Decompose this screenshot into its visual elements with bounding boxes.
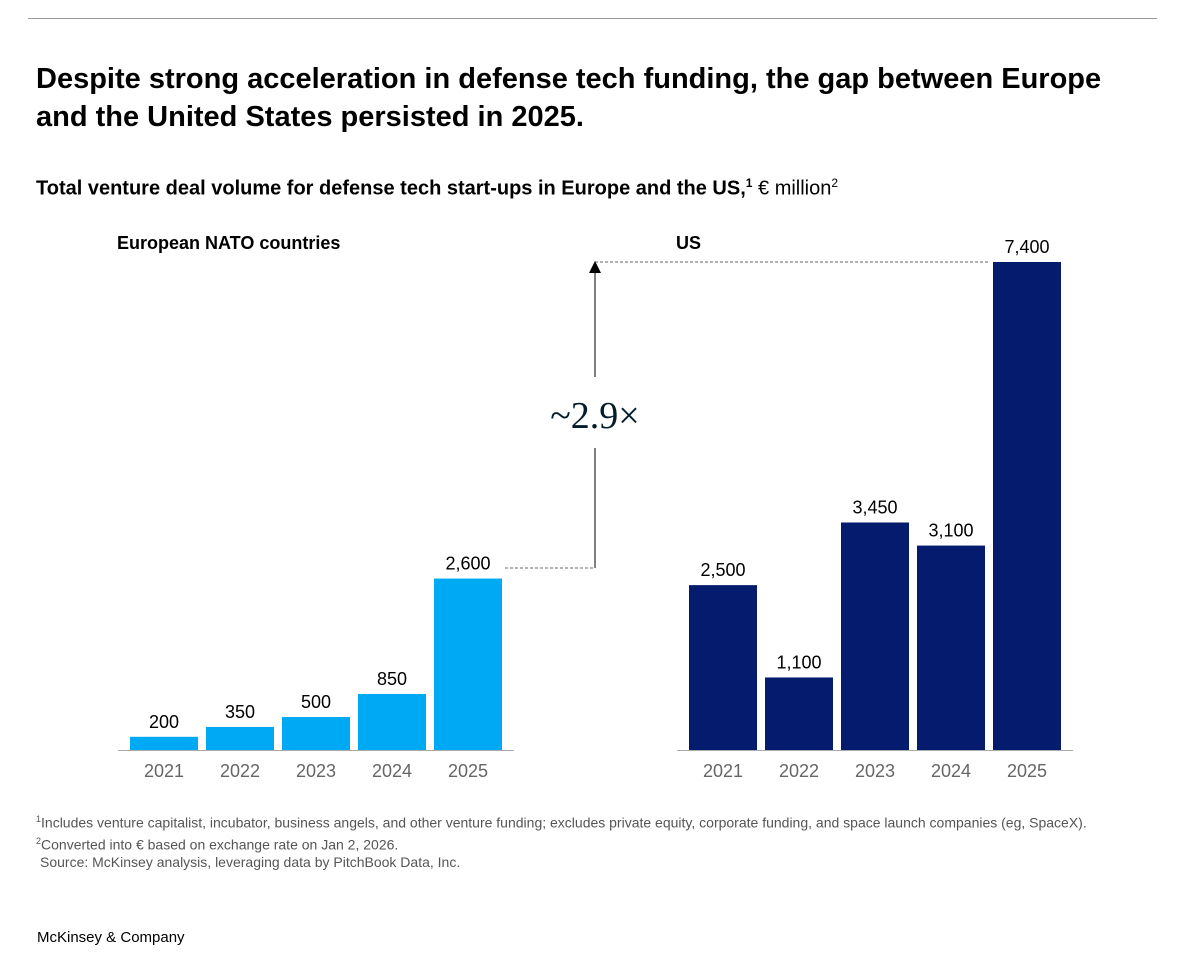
data-label: 7,400 bbox=[1004, 237, 1049, 257]
data-label: 2,500 bbox=[700, 560, 745, 580]
x-tick-label: 2021 bbox=[144, 761, 184, 781]
x-tick-label: 2022 bbox=[220, 761, 260, 781]
footnote2: Converted into € based on exchange rate … bbox=[41, 836, 399, 853]
top-rule bbox=[28, 18, 1157, 19]
bar-2023 bbox=[282, 717, 350, 750]
footnote1-marker: 1 bbox=[36, 814, 42, 824]
x-tick-label: 2024 bbox=[931, 761, 971, 781]
panel-title-europe: European NATO countries bbox=[117, 233, 340, 253]
arrow-head-icon bbox=[589, 261, 601, 273]
x-tick-label: 2023 bbox=[855, 761, 895, 781]
source-note: Source: McKinsey analysis, leveraging da… bbox=[40, 854, 461, 871]
bar-2024 bbox=[917, 545, 985, 750]
x-tick-label: 2023 bbox=[296, 761, 336, 781]
data-label: 1,100 bbox=[776, 652, 821, 672]
bar-2021 bbox=[130, 736, 198, 750]
subtitle-unit: € million bbox=[752, 177, 832, 200]
ratio-annotation: ~2.9× bbox=[550, 395, 640, 437]
panel-title-us: US bbox=[676, 233, 701, 253]
footnote2-marker: 2 bbox=[36, 835, 42, 846]
footnotes: 1Includes venture capitalist, incubator,… bbox=[36, 810, 1156, 871]
x-tick-label: 2025 bbox=[448, 761, 488, 781]
subtitle-text: Total venture deal volume for defense te… bbox=[36, 177, 746, 200]
subtitle-sup1: 1 bbox=[745, 176, 753, 190]
x-tick-label: 2022 bbox=[779, 761, 819, 781]
bar-2022 bbox=[765, 677, 833, 750]
data-label: 500 bbox=[301, 692, 331, 712]
x-tick-label: 2025 bbox=[1007, 761, 1047, 781]
bar-2021 bbox=[689, 585, 757, 750]
chart-svg: European NATO countries US 200 2021 350 202… bbox=[117, 233, 1073, 781]
data-label: 2,600 bbox=[445, 554, 490, 574]
brand-logo: McKinsey & Company bbox=[37, 929, 185, 946]
data-label: 200 bbox=[149, 712, 179, 732]
chart-subtitle: Total venture deal volume for defense te… bbox=[36, 176, 838, 201]
x-tick-label: 2021 bbox=[703, 761, 743, 781]
data-label: 3,450 bbox=[852, 497, 897, 517]
x-tick-label: 2024 bbox=[372, 761, 412, 781]
bar-2022 bbox=[206, 726, 274, 750]
footnote1: Includes venture capitalist, incubator, … bbox=[41, 814, 1087, 831]
bar-2025 bbox=[434, 578, 502, 750]
data-label: 850 bbox=[377, 669, 407, 689]
data-label: 350 bbox=[225, 702, 255, 722]
chart-title: Despite strong acceleration in defense t… bbox=[36, 63, 1102, 133]
data-label: 3,100 bbox=[928, 521, 973, 541]
bar-2024 bbox=[358, 693, 426, 750]
bar-2025 bbox=[993, 262, 1061, 750]
bar-2023 bbox=[841, 522, 909, 750]
subtitle-sup2: 2 bbox=[831, 176, 839, 190]
